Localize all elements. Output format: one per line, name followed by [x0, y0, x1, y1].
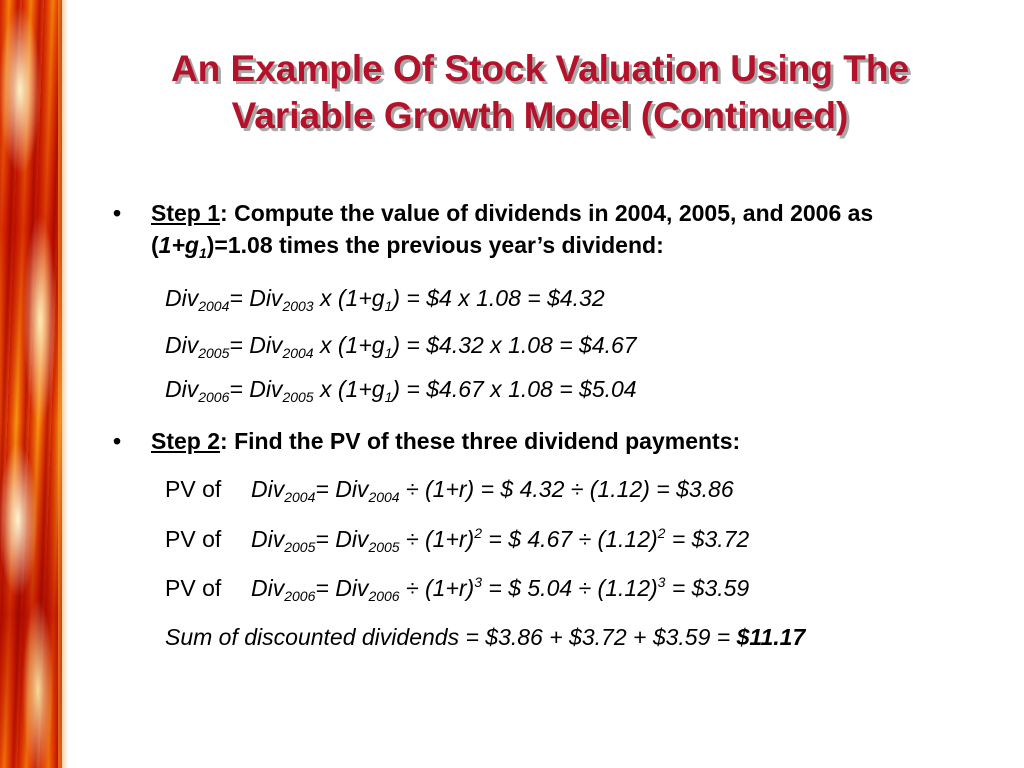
flame-decoration: [0, 0, 68, 768]
step2-equation-1: PV of Div2004= Div2004 ÷ (1+r) = $ 4.32 ÷…: [165, 476, 734, 505]
step2-desc: : Find the PV of these three dividend pa…: [220, 428, 741, 454]
title-line-1: An Example Of Stock Valuation Using The: [170, 48, 910, 89]
step2-equation-2: PV of Div2005= Div2005 ÷ (1+r)2 = $ 4.67 …: [165, 525, 750, 555]
sum-total: $11.17: [736, 624, 806, 650]
bullet-dot: •: [113, 200, 122, 226]
step1-equation-2: Div2005= Div2004 x (1+g1) = $4.32 x 1.08…: [165, 332, 637, 361]
step1-text: Step 1: Compute the value of dividends i…: [151, 197, 951, 261]
sum-of-discounted-dividends: Sum of discounted dividends = $3.86 + $3…: [165, 624, 806, 650]
step2-label: Step 2: [151, 428, 221, 454]
slide-title: An Example Of Stock Valuation Using The …: [90, 45, 990, 139]
step1-desc-a: : Compute the value of dividends in 2004…: [151, 200, 874, 258]
step1-factor: 1+g1: [158, 232, 207, 261]
step2-text: Step 2: Find the PV of these three divid…: [151, 425, 951, 457]
step2-equation-3: PV of Div2006= Div2006 ÷ (1+r)3 = $ 5.04 …: [165, 574, 750, 604]
step1-label: Step 1: [151, 200, 221, 226]
title-line-2: Variable Growth Model (Continued): [231, 95, 849, 136]
step1-equation-1: Div2004= Div2003 x (1+g1) = $4 x 1.08 = …: [165, 285, 605, 314]
bullet-dot: •: [113, 428, 122, 454]
step1-equation-3: Div2006= Div2005 x (1+g1) = $4.67 x 1.08…: [165, 376, 637, 405]
step1-desc-b: )=1.08 times the previous year’s dividen…: [206, 232, 664, 258]
